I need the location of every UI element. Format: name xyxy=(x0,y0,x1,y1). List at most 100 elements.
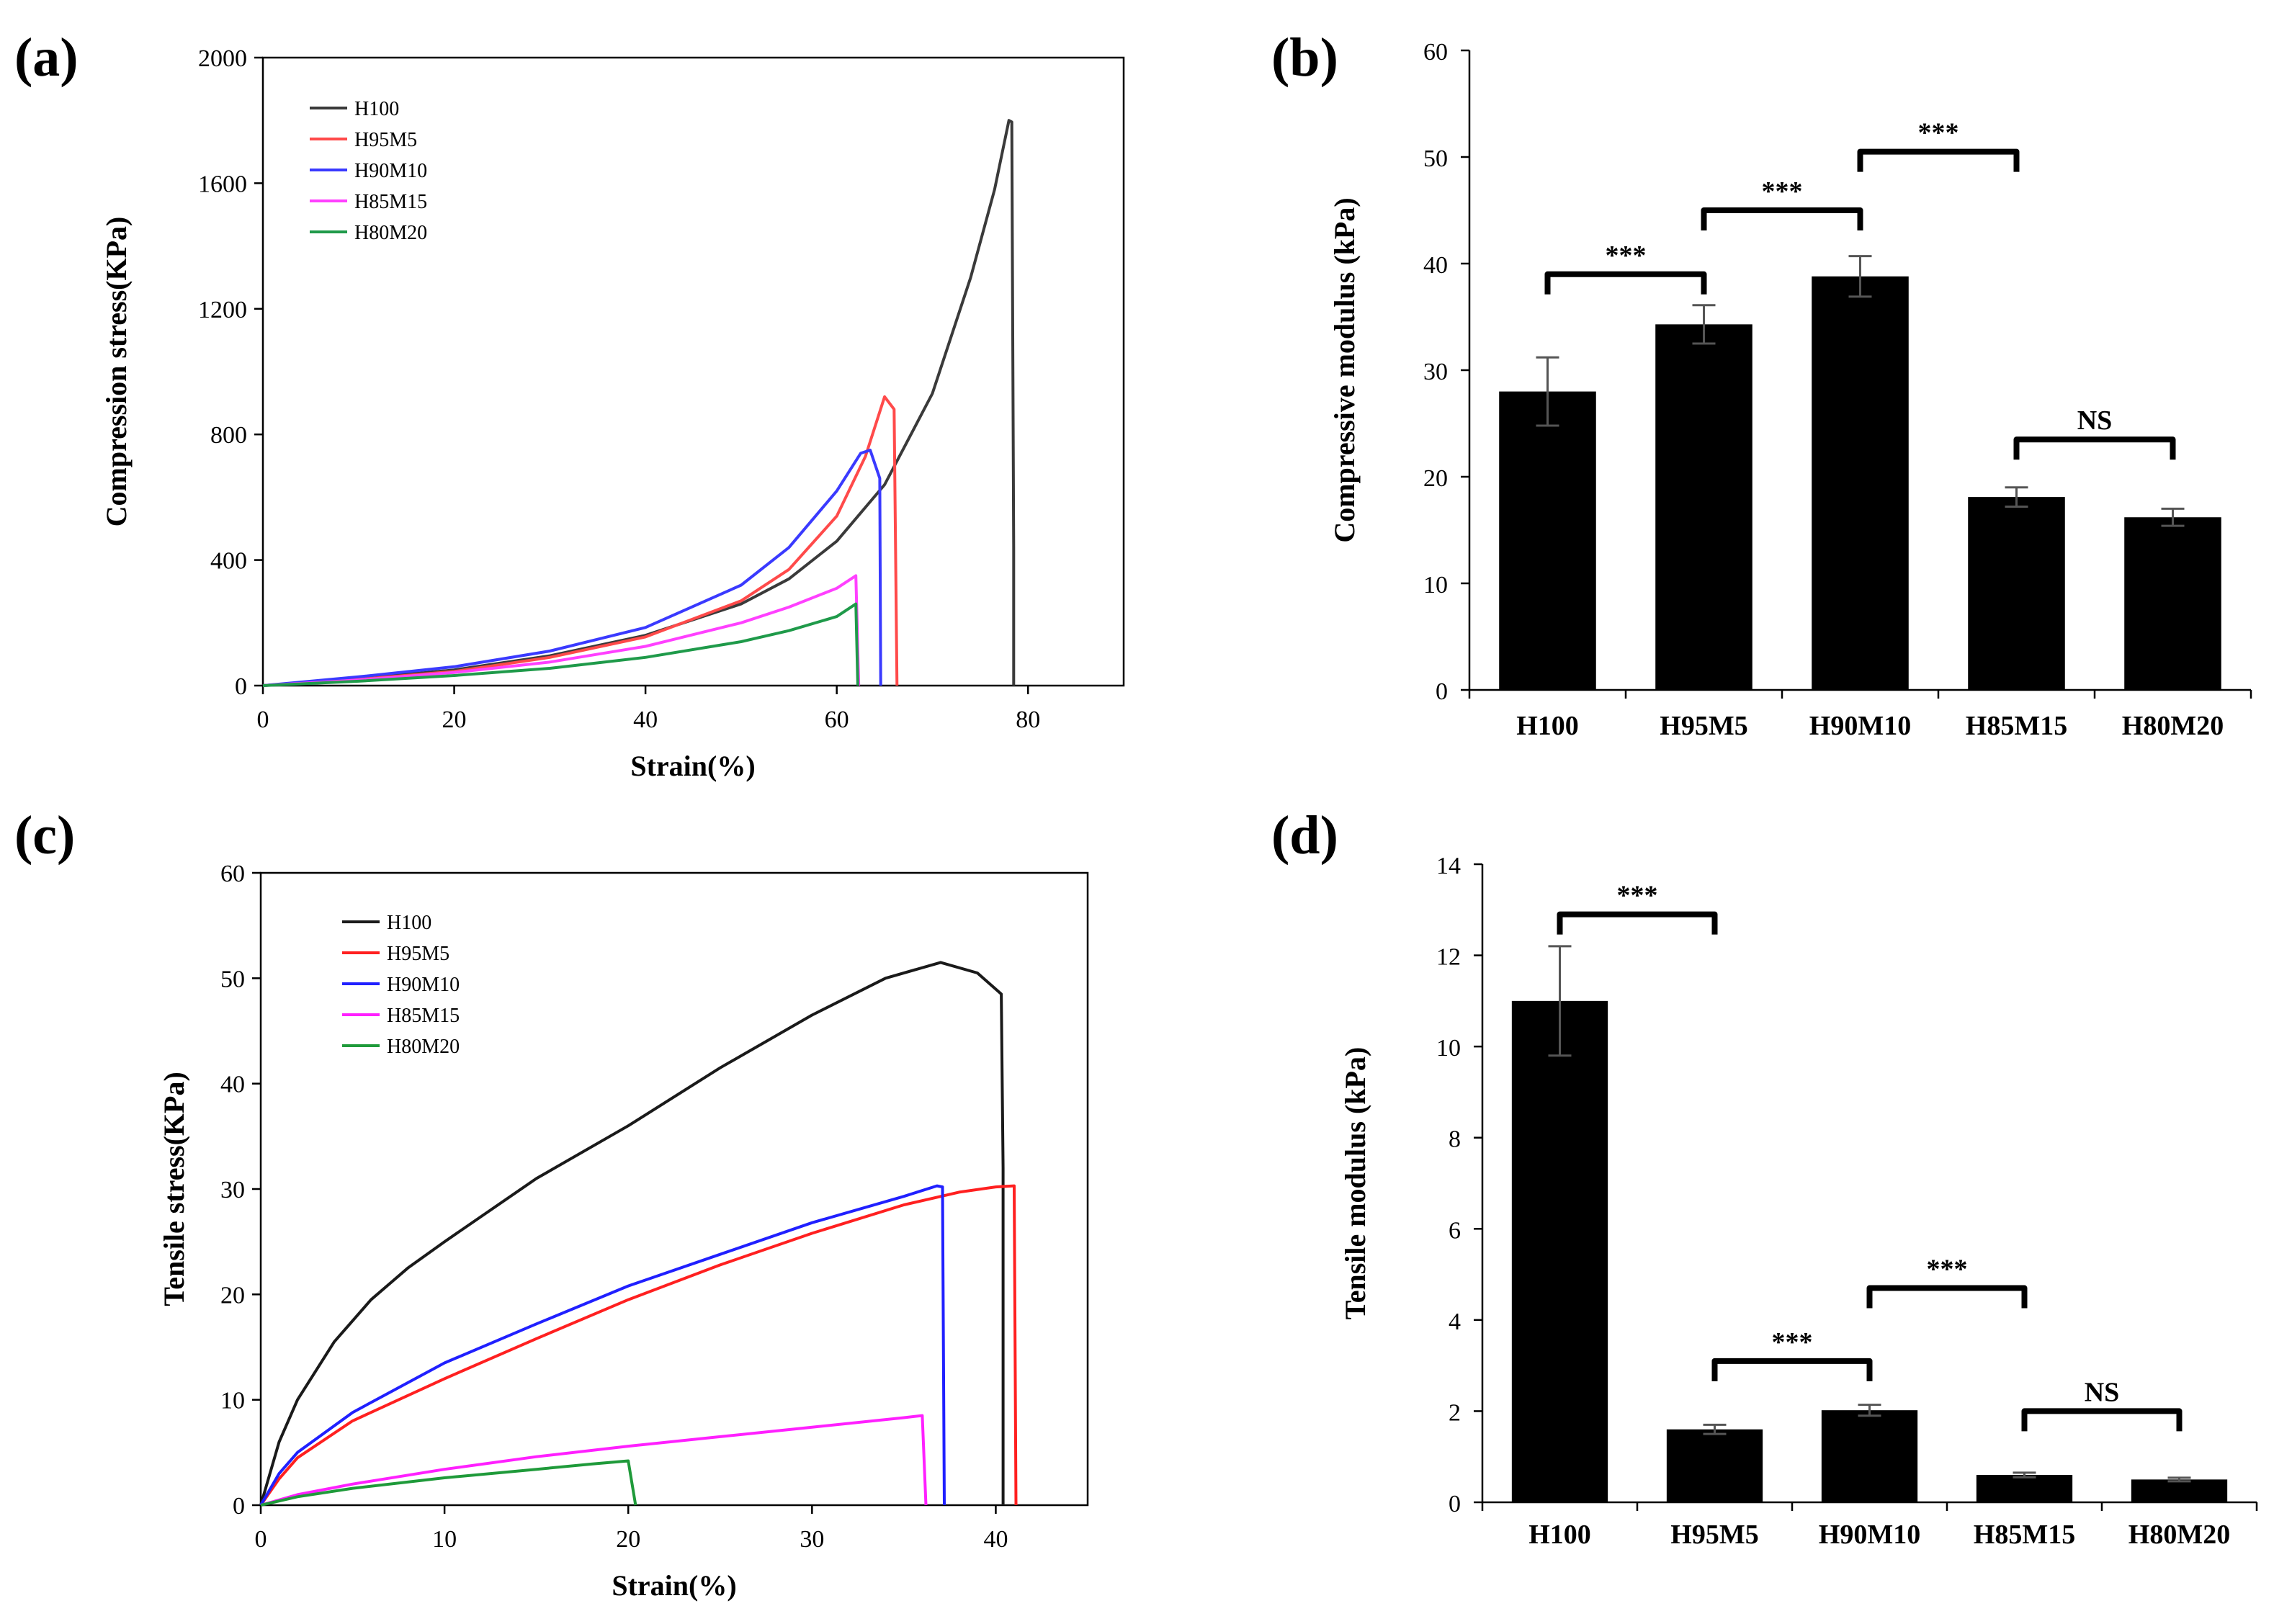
series-line-h100 xyxy=(262,119,1016,687)
bar-h100 xyxy=(1499,391,1596,690)
y-tick-label: 6 xyxy=(1449,1217,1461,1244)
y-tick-label: 50 xyxy=(1423,145,1448,172)
panel-a: (a) 0 400 800 1200 1600 2000 0 20 40 60 80 Strain(%)… xyxy=(14,27,1125,782)
panel-d: (d) 0 2 4 6 8 10 12 14 Tensile modulus (kPa) H100 H… xyxy=(1271,805,2258,1550)
y-tick-label: 1200 xyxy=(198,297,247,323)
series-line-h95m5 xyxy=(259,1184,1018,1507)
x-tick-label: 0 xyxy=(255,1526,267,1553)
x-tick-label: 20 xyxy=(442,706,467,733)
panel-b: (b) 0 10 20 30 40 50 60 Compressive modulus (kPa… xyxy=(1271,27,2252,741)
y-tick-label: 10 xyxy=(1423,572,1448,598)
x-category-label: H100 xyxy=(1528,1520,1591,1550)
significance-label: NS xyxy=(2085,1377,2120,1407)
y-tick-label: 4 xyxy=(1449,1309,1461,1335)
legend-label-h80m20: H80M20 xyxy=(387,1036,460,1058)
y-tick-label: 2 xyxy=(1449,1399,1461,1426)
legend-label-h100: H100 xyxy=(354,98,399,120)
x-category-label: H80M20 xyxy=(2122,711,2224,741)
series-line-h90m10 xyxy=(259,1184,946,1507)
x-category-label: H95M5 xyxy=(1660,711,1747,741)
bar-h95m5 xyxy=(1666,1429,1763,1502)
bar-h80m20 xyxy=(2131,1479,2228,1502)
legend-label-h95m5: H95M5 xyxy=(387,943,449,965)
y-tick-label: 10 xyxy=(1436,1035,1461,1062)
significance-bracket xyxy=(2013,436,2176,460)
x-tick-label: 40 xyxy=(633,706,658,733)
legend-label-h80m20: H80M20 xyxy=(354,222,427,244)
x-category-label: H90M10 xyxy=(1809,711,1911,741)
x-tick-label: 40 xyxy=(983,1526,1008,1553)
y-tick-label: 12 xyxy=(1436,944,1461,971)
y-tick-label: 40 xyxy=(220,1072,245,1098)
legend-label-h90m10: H90M10 xyxy=(354,160,427,182)
y-tick-label: 10 xyxy=(220,1388,245,1414)
y-tick-label: 60 xyxy=(220,861,245,887)
legend-label-h90m10: H90M10 xyxy=(387,974,460,996)
y-axis-title: Tensile modulus (kPa) xyxy=(1339,1047,1371,1320)
x-category-label: H85M15 xyxy=(1974,1520,2075,1550)
significance-bracket xyxy=(2021,1408,2183,1432)
x-category-label: H100 xyxy=(1516,711,1579,741)
series-line-h80m20 xyxy=(262,602,859,687)
significance-bracket xyxy=(1711,1358,1873,1381)
bar-h80m20 xyxy=(2124,517,2221,690)
bar-h90m10 xyxy=(1821,1410,1918,1502)
series-line-h85m15 xyxy=(260,1414,928,1507)
x-tick-label: 30 xyxy=(800,1526,824,1553)
y-tick-label: 400 xyxy=(210,548,247,575)
panel-label: (d) xyxy=(1271,805,1338,866)
y-tick-label: 0 xyxy=(1449,1491,1461,1517)
significance-bracket xyxy=(1544,271,1707,295)
y-axis-title: Tensile stress(KPa) xyxy=(158,1072,190,1306)
panel-label: (b) xyxy=(1271,27,1338,88)
legend-label-h95m5: H95M5 xyxy=(354,129,417,151)
x-category-label: H90M10 xyxy=(1819,1520,1920,1550)
y-tick-label: 14 xyxy=(1436,853,1461,879)
x-category-label: H80M20 xyxy=(2128,1520,2230,1550)
significance-label: *** xyxy=(1617,881,1658,911)
bar-h85m15 xyxy=(1976,1475,2073,1502)
x-tick-label: 0 xyxy=(257,706,269,733)
significance-bracket xyxy=(1857,148,2020,172)
y-tick-label: 8 xyxy=(1449,1126,1461,1153)
y-tick-label: 800 xyxy=(210,422,247,449)
y-tick-label: 50 xyxy=(220,966,245,992)
series-line-h90m10 xyxy=(262,449,882,687)
x-tick-label: 60 xyxy=(825,706,849,733)
panel-label: (a) xyxy=(14,27,79,88)
y-axis-title: Compressive modulus (kPa) xyxy=(1328,197,1361,542)
x-axis-title: Strain(%) xyxy=(612,1569,736,1602)
significance-label: *** xyxy=(1772,1327,1813,1358)
significance-bracket xyxy=(1701,207,1863,230)
x-axis-title: Strain(%) xyxy=(630,750,755,782)
y-tick-label: 20 xyxy=(220,1282,245,1309)
bar-h100 xyxy=(1511,1000,1608,1502)
y-tick-label: 1600 xyxy=(198,171,247,197)
y-tick-label: 40 xyxy=(1423,252,1448,279)
bar-h95m5 xyxy=(1655,324,1752,690)
y-tick-label: 0 xyxy=(1436,678,1448,705)
bar-h90m10 xyxy=(1812,276,1909,690)
significance-label: NS xyxy=(2077,405,2113,436)
legend-label-h85m15: H85M15 xyxy=(387,1005,460,1027)
plot-frame xyxy=(261,56,1125,687)
panel-c: (c) 0 10 20 30 40 50 60 0 10 20 30 40 Strain(%) Tensil… xyxy=(14,805,1089,1602)
y-tick-label: 30 xyxy=(1423,359,1448,385)
series-line-h100 xyxy=(259,961,1005,1506)
significance-bracket xyxy=(1866,1285,2028,1309)
legend-label-h100: H100 xyxy=(387,912,431,934)
y-tick-label: 60 xyxy=(1423,39,1448,66)
series-line-h85m15 xyxy=(262,574,861,687)
panel-label: (c) xyxy=(14,805,75,866)
x-category-label: H85M15 xyxy=(1966,711,2067,741)
legend-label-h85m15: H85M15 xyxy=(354,191,427,213)
y-tick-label: 20 xyxy=(1423,465,1448,492)
significance-label: *** xyxy=(1918,118,1959,148)
y-tick-label: 2000 xyxy=(198,45,247,72)
x-category-label: H95M5 xyxy=(1670,1520,1758,1550)
significance-label: *** xyxy=(1606,241,1647,271)
bar-h85m15 xyxy=(1968,497,2065,690)
significance-label: *** xyxy=(1762,176,1803,207)
significance-bracket xyxy=(1557,911,1718,935)
y-tick-label: 0 xyxy=(233,1493,245,1520)
